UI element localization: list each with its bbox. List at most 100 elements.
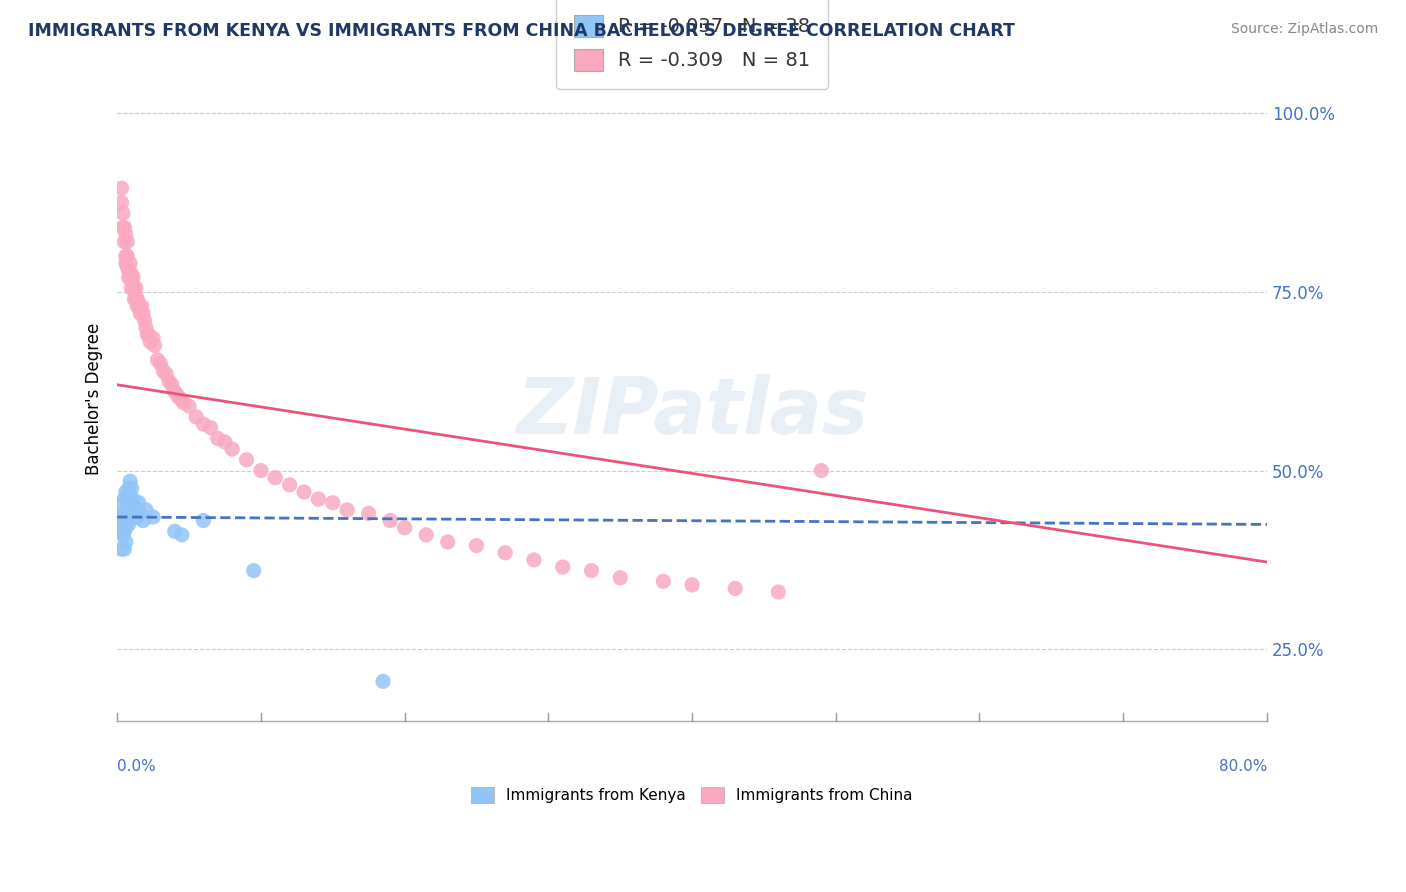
Point (110, 195, 132, 210)
Point (724, 582, 747, 596)
Point (149, 356, 172, 370)
Point (120, 475, 142, 489)
Point (551, 560, 574, 574)
Point (111, 514, 134, 528)
Point (110, 507, 132, 521)
Point (221, 442, 243, 456)
Point (157, 374, 180, 388)
Point (169, 392, 191, 406)
Point (200, 420, 222, 434)
Point (121, 267, 143, 281)
Point (114, 227, 136, 242)
Point (118, 517, 141, 532)
Point (127, 510, 149, 524)
Point (652, 574, 675, 589)
Point (112, 510, 135, 524)
Point (278, 478, 301, 492)
Point (177, 399, 200, 413)
Point (135, 320, 157, 334)
Point (138, 327, 160, 342)
Point (292, 485, 315, 500)
Point (125, 292, 148, 306)
Point (124, 500, 146, 514)
Point (114, 535, 136, 549)
Point (111, 220, 134, 235)
Point (110, 181, 132, 195)
Point (152, 363, 174, 377)
Point (136, 327, 159, 342)
Point (117, 249, 139, 263)
Point (465, 539, 488, 553)
Point (118, 500, 141, 514)
Point (112, 235, 135, 249)
Point (129, 306, 152, 320)
Point (112, 542, 135, 557)
Point (112, 524, 135, 539)
Point (110, 542, 132, 557)
Point (170, 528, 193, 542)
Point (681, 578, 703, 592)
Point (242, 564, 264, 578)
Point (307, 492, 329, 507)
Text: 80.0%: 80.0% (1219, 759, 1267, 774)
Point (336, 503, 359, 517)
Point (609, 571, 631, 585)
Y-axis label: Bachelor's Degree: Bachelor's Degree (86, 323, 103, 475)
Point (193, 514, 215, 528)
Point (172, 395, 194, 409)
Point (111, 206, 134, 220)
Point (768, 585, 790, 599)
Point (121, 274, 143, 288)
Point (436, 535, 458, 549)
Text: ZIPatlas: ZIPatlas (516, 374, 868, 450)
Point (394, 521, 416, 535)
Point (143, 338, 166, 352)
Point (523, 553, 546, 567)
Point (415, 528, 437, 542)
Point (581, 564, 603, 578)
Point (108, 524, 131, 539)
Point (125, 503, 148, 517)
Point (124, 292, 146, 306)
Point (120, 256, 142, 270)
Point (264, 471, 287, 485)
Point (207, 431, 229, 445)
Point (139, 334, 162, 349)
Point (810, 464, 832, 478)
Point (132, 306, 155, 320)
Point (127, 292, 149, 306)
Point (122, 492, 145, 507)
Point (371, 674, 394, 689)
Point (380, 514, 402, 528)
Point (117, 235, 139, 249)
Point (494, 546, 516, 560)
Point (114, 249, 136, 263)
Point (114, 256, 136, 270)
Point (118, 482, 141, 496)
Point (114, 485, 136, 500)
Point (117, 492, 139, 507)
Point (155, 367, 177, 381)
Point (235, 453, 257, 467)
Point (127, 299, 149, 313)
Point (114, 507, 136, 521)
Point (110, 521, 132, 535)
Point (142, 510, 165, 524)
Point (121, 482, 143, 496)
Point (112, 492, 135, 507)
Point (160, 377, 183, 392)
Point (117, 514, 139, 528)
Point (250, 464, 273, 478)
Text: IMMIGRANTS FROM KENYA VS IMMIGRANTS FROM CHINA BACHELOR'S DEGREE CORRELATION CHA: IMMIGRANTS FROM KENYA VS IMMIGRANTS FROM… (28, 22, 1015, 40)
Point (322, 496, 344, 510)
Point (114, 521, 136, 535)
Point (193, 417, 215, 431)
Point (125, 281, 148, 295)
Point (128, 496, 150, 510)
Point (122, 270, 145, 285)
Point (131, 299, 153, 313)
Point (118, 263, 141, 277)
Point (111, 496, 134, 510)
Point (122, 281, 145, 295)
Point (146, 352, 169, 367)
